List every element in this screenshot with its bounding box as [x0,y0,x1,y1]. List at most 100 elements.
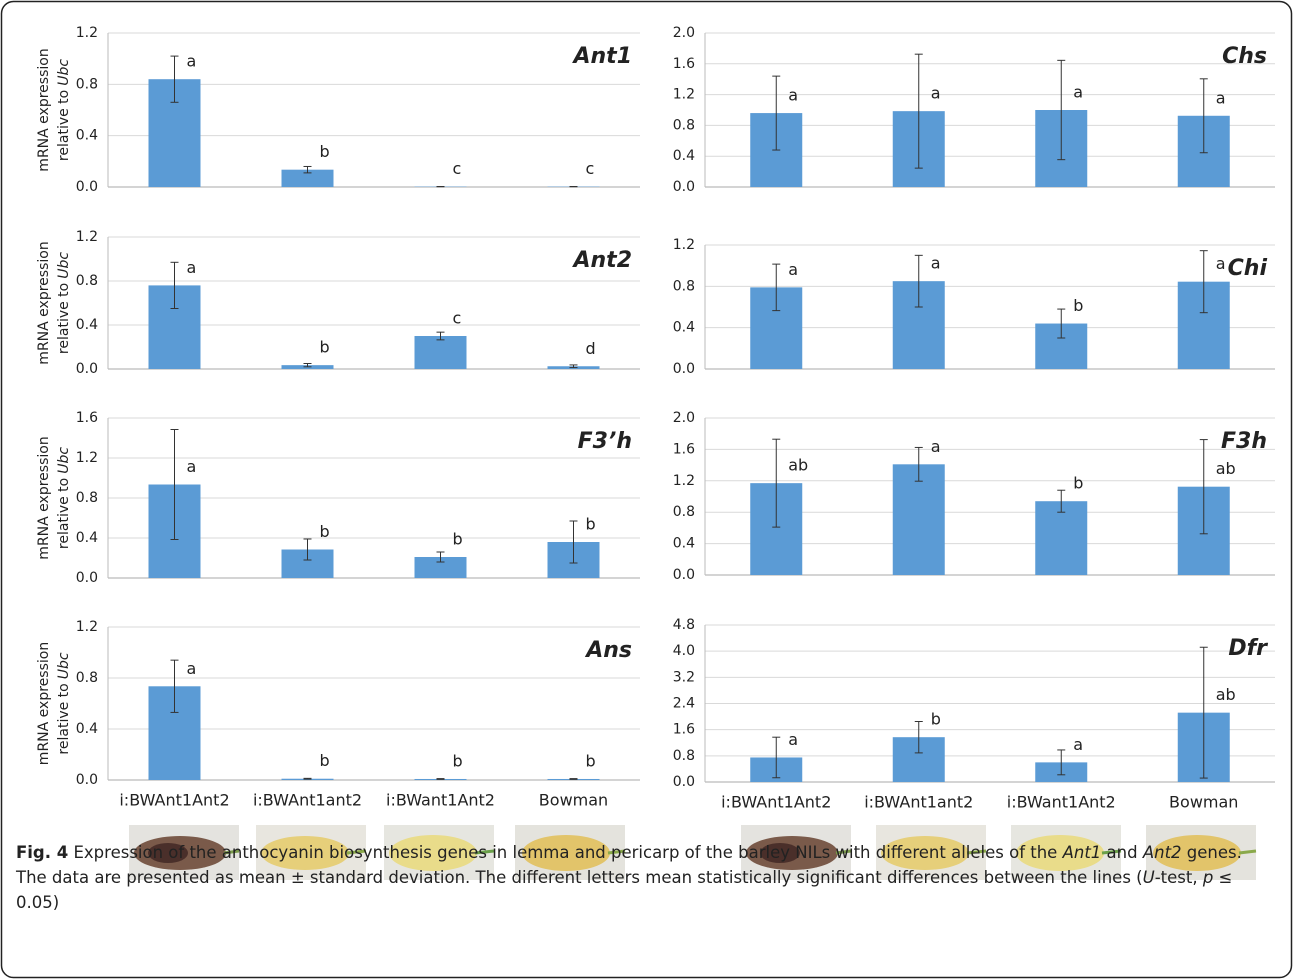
significance-letter: ab [788,456,808,475]
significance-letter: b [586,515,596,534]
panel-title: Ant2 [571,248,632,273]
y-tick-label: 0.8 [76,490,98,506]
y-tick-label: 1.2 [673,87,695,103]
y-tick-label: 0.0 [673,179,695,195]
y-tick-label: 0.8 [673,117,695,133]
x-tick-label: i:BWant1Ant2 [386,791,495,810]
panel-title: Ant1 [571,44,632,69]
figure: 0.00.40.81.2Ant1mRNA expressionrelative … [0,0,1293,979]
panel-title: Chi [1228,256,1268,281]
y-tick-label: 2.0 [673,25,695,41]
y-tick-label: 0.0 [673,361,695,377]
y-axis-label: relative toUbc [56,252,72,354]
bar [415,336,467,369]
y-tick-label: 0.0 [76,772,98,788]
y-tick-label: 1.2 [76,25,98,41]
significance-letter: b [1073,296,1083,315]
y-tick-label: 1.6 [76,410,98,426]
significance-letter: a [931,437,941,456]
significance-letter: a [1073,83,1083,102]
significance-letter: c [453,309,462,328]
y-tick-label: 1.6 [673,722,695,738]
caption-text: Expression of the anthocyanin biosynthes… [73,843,1062,862]
y-axis-label: mRNA expression [36,241,52,364]
significance-letter: a [1216,88,1226,107]
y-tick-label: 0.4 [673,320,695,336]
y-tick-label: 1.2 [673,473,695,489]
significance-letter: ab [1216,459,1236,478]
significance-letter: b [320,142,330,161]
significance-letter: c [586,159,595,178]
y-tick-label: 2.0 [673,410,695,426]
significance-letter: a [187,52,197,71]
caption: Fig. 4 Expression of the anthocyanin bio… [16,840,1266,915]
y-axis-label: relative toUbc [56,447,72,549]
panel-title: Dfr [1228,636,1268,661]
significance-letter: b [931,710,941,729]
significance-letter: a [187,659,197,678]
y-tick-label: 1.6 [673,441,695,457]
significance-letter: a [788,730,798,749]
caption-label: Fig. 4 [16,843,68,862]
caption-text: -test, [1155,868,1203,887]
significance-letter: a [788,260,798,279]
y-tick-label: 0.0 [76,179,98,195]
significance-letter: b [453,751,463,770]
caption-text: U [1143,868,1155,887]
caption-text: and [1101,843,1143,862]
y-axis-label: mRNA expression [36,48,52,171]
y-tick-label: 0.0 [76,570,98,586]
y-tick-label: 0.8 [673,748,695,764]
significance-letter: b [320,338,330,357]
panel-title: Ans [584,638,632,663]
y-tick-label: 1.2 [76,450,98,466]
panel-title: F3h [1221,429,1267,454]
y-tick-label: 1.2 [673,237,695,253]
x-tick-label: i:BWAnt1ant2 [864,793,973,812]
y-tick-label: 0.8 [76,273,98,289]
significance-letter: c [453,159,462,178]
significance-letter: a [1216,254,1226,273]
chart: 0.00.40.81.2Ant1mRNA expressionrelative … [0,0,1293,979]
error-bar [437,779,445,780]
y-tick-label: 0.4 [673,536,695,552]
y-axis-label-italic: Ubc [56,652,72,679]
caption-text: Ant1 [1063,843,1102,862]
y-tick-label: 0.8 [76,76,98,92]
error-bar [570,779,578,780]
significance-letter: a [187,457,197,476]
y-axis-label-italic: Ubc [56,252,72,279]
y-tick-label: 4.0 [673,643,695,659]
x-tick-label: i:BWAnt1Ant2 [721,793,831,812]
y-tick-label: 2.4 [673,696,695,712]
panel-title: F3’h [578,429,632,454]
significance-letter: d [586,339,596,358]
y-tick-label: 0.4 [76,317,98,333]
y-tick-label: 3.2 [673,669,695,685]
significance-letter: b [320,751,330,770]
y-tick-label: 0.8 [673,504,695,520]
significance-letter: a [1073,735,1083,754]
y-axis-label-text: relative to [56,90,72,161]
x-tick-label: i:BWant1Ant2 [1007,793,1116,812]
significance-letter: ab [1216,685,1236,704]
significance-letter: b [586,751,596,770]
x-tick-label: i:BWAnt1ant2 [253,791,362,810]
y-tick-label: 0.8 [76,670,98,686]
y-tick-label: 0.0 [76,361,98,377]
y-tick-label: 0.0 [673,567,695,583]
y-tick-label: 0.8 [673,278,695,294]
x-tick-label: i:BWAnt1Ant2 [119,791,229,810]
y-tick-label: 0.4 [76,128,98,144]
error-bar [304,778,312,779]
significance-letter: a [187,258,197,277]
y-axis-label: mRNA expression [36,642,52,765]
y-axis-label: mRNA expression [36,436,52,559]
significance-letter: b [1073,474,1083,493]
caption-text: p [1203,868,1213,887]
significance-letter: b [453,530,463,549]
significance-letter: a [931,254,941,273]
x-tick-label: Bowman [1169,793,1238,812]
y-axis-label-italic: Ubc [56,447,72,474]
y-tick-label: 1.2 [76,619,98,635]
